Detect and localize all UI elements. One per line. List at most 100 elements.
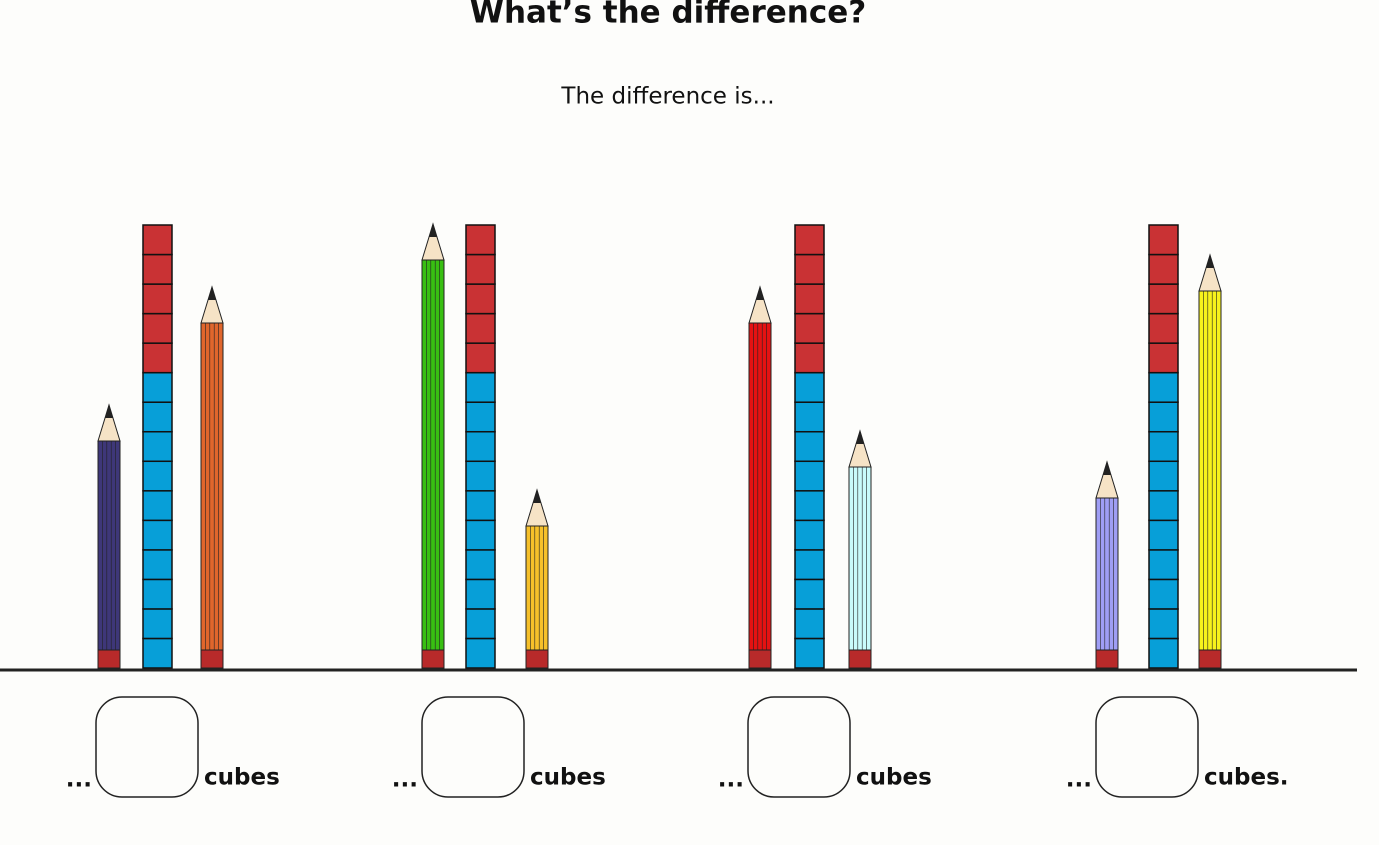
cube bbox=[142, 460, 173, 492]
answer-box bbox=[1095, 696, 1199, 798]
cube bbox=[794, 578, 825, 610]
answer-box bbox=[421, 696, 525, 798]
cube bbox=[465, 578, 496, 610]
pencil-lead bbox=[1103, 462, 1111, 475]
cube bbox=[465, 519, 496, 551]
cube bbox=[142, 401, 173, 433]
cube bbox=[1148, 342, 1179, 374]
pencil-body bbox=[848, 466, 872, 651]
cube bbox=[1148, 224, 1179, 256]
cube bbox=[465, 312, 496, 344]
cube bbox=[142, 637, 173, 669]
cube bbox=[1148, 549, 1179, 581]
pencil-lead bbox=[756, 287, 764, 300]
cube bbox=[465, 608, 496, 640]
cube bbox=[1148, 578, 1179, 610]
pencil-body bbox=[97, 440, 121, 651]
pencil-tip bbox=[200, 285, 224, 324]
pencil-body bbox=[421, 259, 445, 651]
cube bbox=[142, 371, 173, 403]
prefix: ... bbox=[66, 767, 92, 793]
suffix: cubes. bbox=[1204, 765, 1289, 791]
cube bbox=[1148, 371, 1179, 403]
pencil-eraser bbox=[421, 649, 445, 669]
prefix: ... bbox=[392, 767, 418, 793]
cube bbox=[465, 342, 496, 374]
cube bbox=[1148, 460, 1179, 492]
cube bbox=[465, 460, 496, 492]
pencil-eraser bbox=[848, 649, 872, 669]
cube bbox=[794, 608, 825, 640]
pencil-eraser bbox=[525, 649, 549, 669]
cube bbox=[1148, 430, 1179, 463]
cube bbox=[465, 401, 496, 433]
cube bbox=[1148, 312, 1179, 344]
pencil-body bbox=[525, 525, 549, 651]
pencil-tip bbox=[748, 285, 772, 324]
cube bbox=[142, 519, 173, 551]
cube bbox=[794, 283, 825, 315]
cube bbox=[465, 224, 496, 256]
cube bbox=[1148, 283, 1179, 315]
cube bbox=[465, 549, 496, 581]
cube bbox=[465, 283, 496, 315]
pencil-lead bbox=[105, 405, 113, 418]
title: What’s the difference? bbox=[470, 0, 866, 31]
pencil-body bbox=[200, 322, 224, 651]
cube bbox=[142, 549, 173, 581]
cube bbox=[794, 637, 825, 669]
answers: ... cubes... cubes... cubes... cubes. bbox=[66, 696, 1289, 798]
cube bbox=[794, 312, 825, 344]
pencil-tip bbox=[848, 429, 872, 468]
pencil-lead bbox=[208, 287, 216, 300]
pencil-lead bbox=[429, 224, 437, 237]
cube bbox=[142, 283, 173, 315]
cube bbox=[1148, 401, 1179, 433]
cube bbox=[794, 371, 825, 403]
pencil-eraser bbox=[200, 649, 224, 669]
cube bbox=[465, 490, 496, 522]
cube bbox=[794, 430, 825, 463]
illustration bbox=[97, 222, 1222, 669]
answer-box bbox=[747, 696, 851, 798]
cube bbox=[794, 519, 825, 551]
cube bbox=[1148, 608, 1179, 640]
pencil-body bbox=[748, 322, 772, 651]
cube bbox=[142, 224, 173, 256]
cube bbox=[794, 224, 825, 256]
prefix: ... bbox=[1066, 767, 1092, 793]
cube bbox=[142, 608, 173, 640]
cube bbox=[465, 637, 496, 669]
cube bbox=[1148, 490, 1179, 522]
suffix: cubes bbox=[856, 765, 932, 791]
cube bbox=[142, 578, 173, 610]
suffix: cubes bbox=[530, 765, 606, 791]
cube bbox=[794, 490, 825, 522]
answer-box bbox=[95, 696, 199, 798]
cube bbox=[142, 312, 173, 344]
cube bbox=[1148, 253, 1179, 285]
pencil-lead bbox=[533, 490, 541, 503]
subtitle: The difference is... bbox=[560, 84, 774, 110]
cube bbox=[465, 430, 496, 463]
pencil-eraser bbox=[1095, 649, 1119, 669]
pencil-tip bbox=[1095, 460, 1119, 499]
cube bbox=[1148, 519, 1179, 551]
cube bbox=[794, 460, 825, 492]
cube bbox=[794, 549, 825, 581]
cube bbox=[142, 490, 173, 522]
pencil-body bbox=[1095, 497, 1119, 651]
pencil-eraser bbox=[97, 649, 121, 669]
cube bbox=[794, 342, 825, 374]
pencil-lead bbox=[856, 431, 864, 444]
cube bbox=[1148, 637, 1179, 669]
pencil-eraser bbox=[1198, 649, 1222, 669]
cube bbox=[465, 371, 496, 403]
prefix: ... bbox=[718, 767, 744, 793]
suffix: cubes bbox=[204, 765, 280, 791]
pencil-body bbox=[1198, 290, 1222, 651]
cube bbox=[142, 430, 173, 463]
cube bbox=[465, 253, 496, 285]
cube bbox=[794, 401, 825, 433]
